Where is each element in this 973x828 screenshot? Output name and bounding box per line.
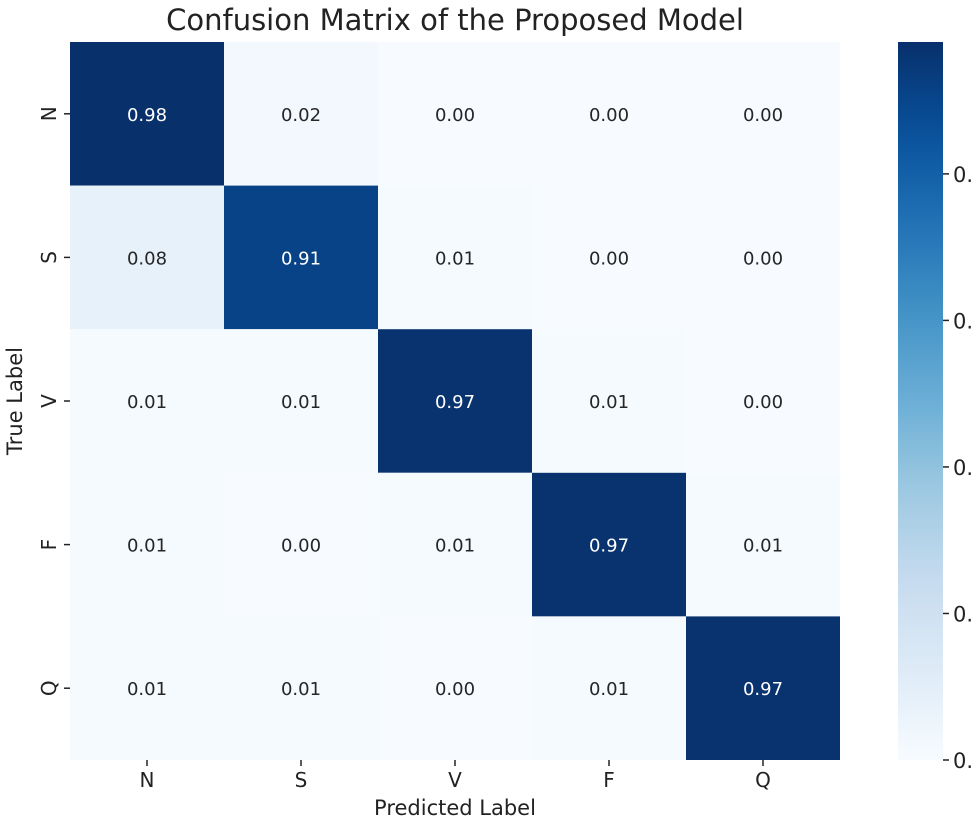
colorbar-tick-label: 0.2 bbox=[953, 602, 973, 626]
y-tick-labels: N S V F Q bbox=[37, 106, 70, 696]
heatmap-cell bbox=[70, 185, 224, 330]
heatmap-cell bbox=[532, 472, 686, 617]
cell-value-label: 0.02 bbox=[281, 105, 321, 126]
x-tick-label: Q bbox=[755, 768, 771, 792]
heatmap-cell bbox=[378, 329, 532, 473]
heatmap-cell bbox=[686, 185, 840, 330]
cell-value-label: 0.97 bbox=[743, 679, 783, 700]
y-tick-label: S bbox=[37, 251, 61, 264]
heatmap-cell bbox=[378, 42, 532, 186]
y-tick-label: N bbox=[37, 106, 61, 121]
colorbar-tick-label: 0.4 bbox=[953, 456, 973, 480]
heatmap-cell bbox=[686, 472, 840, 617]
x-tick-label: S bbox=[295, 768, 308, 792]
cell-value-label: 0.00 bbox=[743, 392, 783, 413]
cell-value-label: 0.01 bbox=[281, 392, 321, 413]
heatmap-cell bbox=[532, 329, 686, 473]
cell-value-label: 0.01 bbox=[127, 536, 167, 557]
cell-value-label: 0.01 bbox=[127, 392, 167, 413]
cell-value-label: 0.01 bbox=[281, 679, 321, 700]
cell-value-label: 0.00 bbox=[589, 105, 629, 126]
heatmap-cell bbox=[532, 185, 686, 330]
cell-value-label: 0.00 bbox=[435, 105, 475, 126]
heatmap-cell bbox=[532, 42, 686, 186]
cell-value-label: 0.97 bbox=[435, 392, 475, 413]
y-axis-label: True Label bbox=[3, 347, 27, 456]
cell-value-label: 0.98 bbox=[127, 105, 167, 126]
heatmap-cell bbox=[70, 472, 224, 617]
heatmap-cell bbox=[686, 329, 840, 473]
x-tick-label: N bbox=[140, 768, 155, 792]
cell-value-label: 0.00 bbox=[743, 248, 783, 269]
cell-value-label: 0.08 bbox=[127, 248, 167, 269]
heatmap-cell bbox=[686, 42, 840, 186]
colorbar-tick-label: 0.8 bbox=[953, 163, 973, 187]
chart-title: Confusion Matrix of the Proposed Model bbox=[166, 3, 744, 37]
cell-value-label: 0.01 bbox=[743, 536, 783, 557]
cell-value-label: 0.01 bbox=[127, 679, 167, 700]
x-tick-label: V bbox=[448, 768, 462, 792]
x-axis-label: Predicted Label bbox=[374, 796, 536, 820]
cell-value-label: 0.00 bbox=[435, 679, 475, 700]
colorbar-ticks: 0.0 0.2 0.4 0.6 0.8 bbox=[943, 163, 973, 773]
cell-value-label: 0.01 bbox=[435, 248, 475, 269]
heatmap-cell bbox=[70, 616, 224, 760]
heatmap-cell bbox=[224, 42, 378, 186]
heatmap-cell bbox=[532, 616, 686, 760]
colorbar bbox=[898, 42, 943, 760]
cell-value-label: 0.01 bbox=[435, 536, 475, 557]
y-tick-label: Q bbox=[37, 680, 61, 696]
heatmap-cell bbox=[686, 616, 840, 760]
heatmap-cell bbox=[70, 329, 224, 473]
heatmap-cell bbox=[378, 185, 532, 330]
x-tick-label: F bbox=[603, 768, 615, 792]
cell-value-label: 0.00 bbox=[743, 105, 783, 126]
heatmap-cell bbox=[378, 616, 532, 760]
heatmap-cell bbox=[224, 329, 378, 473]
colorbar-tick-label: 0.0 bbox=[953, 749, 973, 773]
cell-value-label: 0.00 bbox=[281, 536, 321, 557]
heatmap-cell bbox=[224, 616, 378, 760]
heatmap-cell bbox=[224, 185, 378, 330]
cell-value-label: 0.97 bbox=[589, 536, 629, 557]
cell-value-label: 0.91 bbox=[281, 248, 321, 269]
cell-value-label: 0.01 bbox=[589, 392, 629, 413]
heatmap-cells: 0.98 0.02 0.00 0.00 0.00 0.08 0.91 0.01 0.00 0.00… bbox=[70, 42, 840, 760]
heatmap-cell bbox=[378, 472, 532, 617]
y-tick-label: V bbox=[37, 394, 61, 408]
cell-value-label: 0.01 bbox=[589, 679, 629, 700]
y-tick-label: F bbox=[37, 539, 61, 551]
heatmap-cell bbox=[70, 42, 224, 186]
heatmap-cell bbox=[224, 472, 378, 617]
colorbar-tick-label: 0.6 bbox=[953, 309, 973, 333]
cell-value-label: 0.00 bbox=[589, 248, 629, 269]
